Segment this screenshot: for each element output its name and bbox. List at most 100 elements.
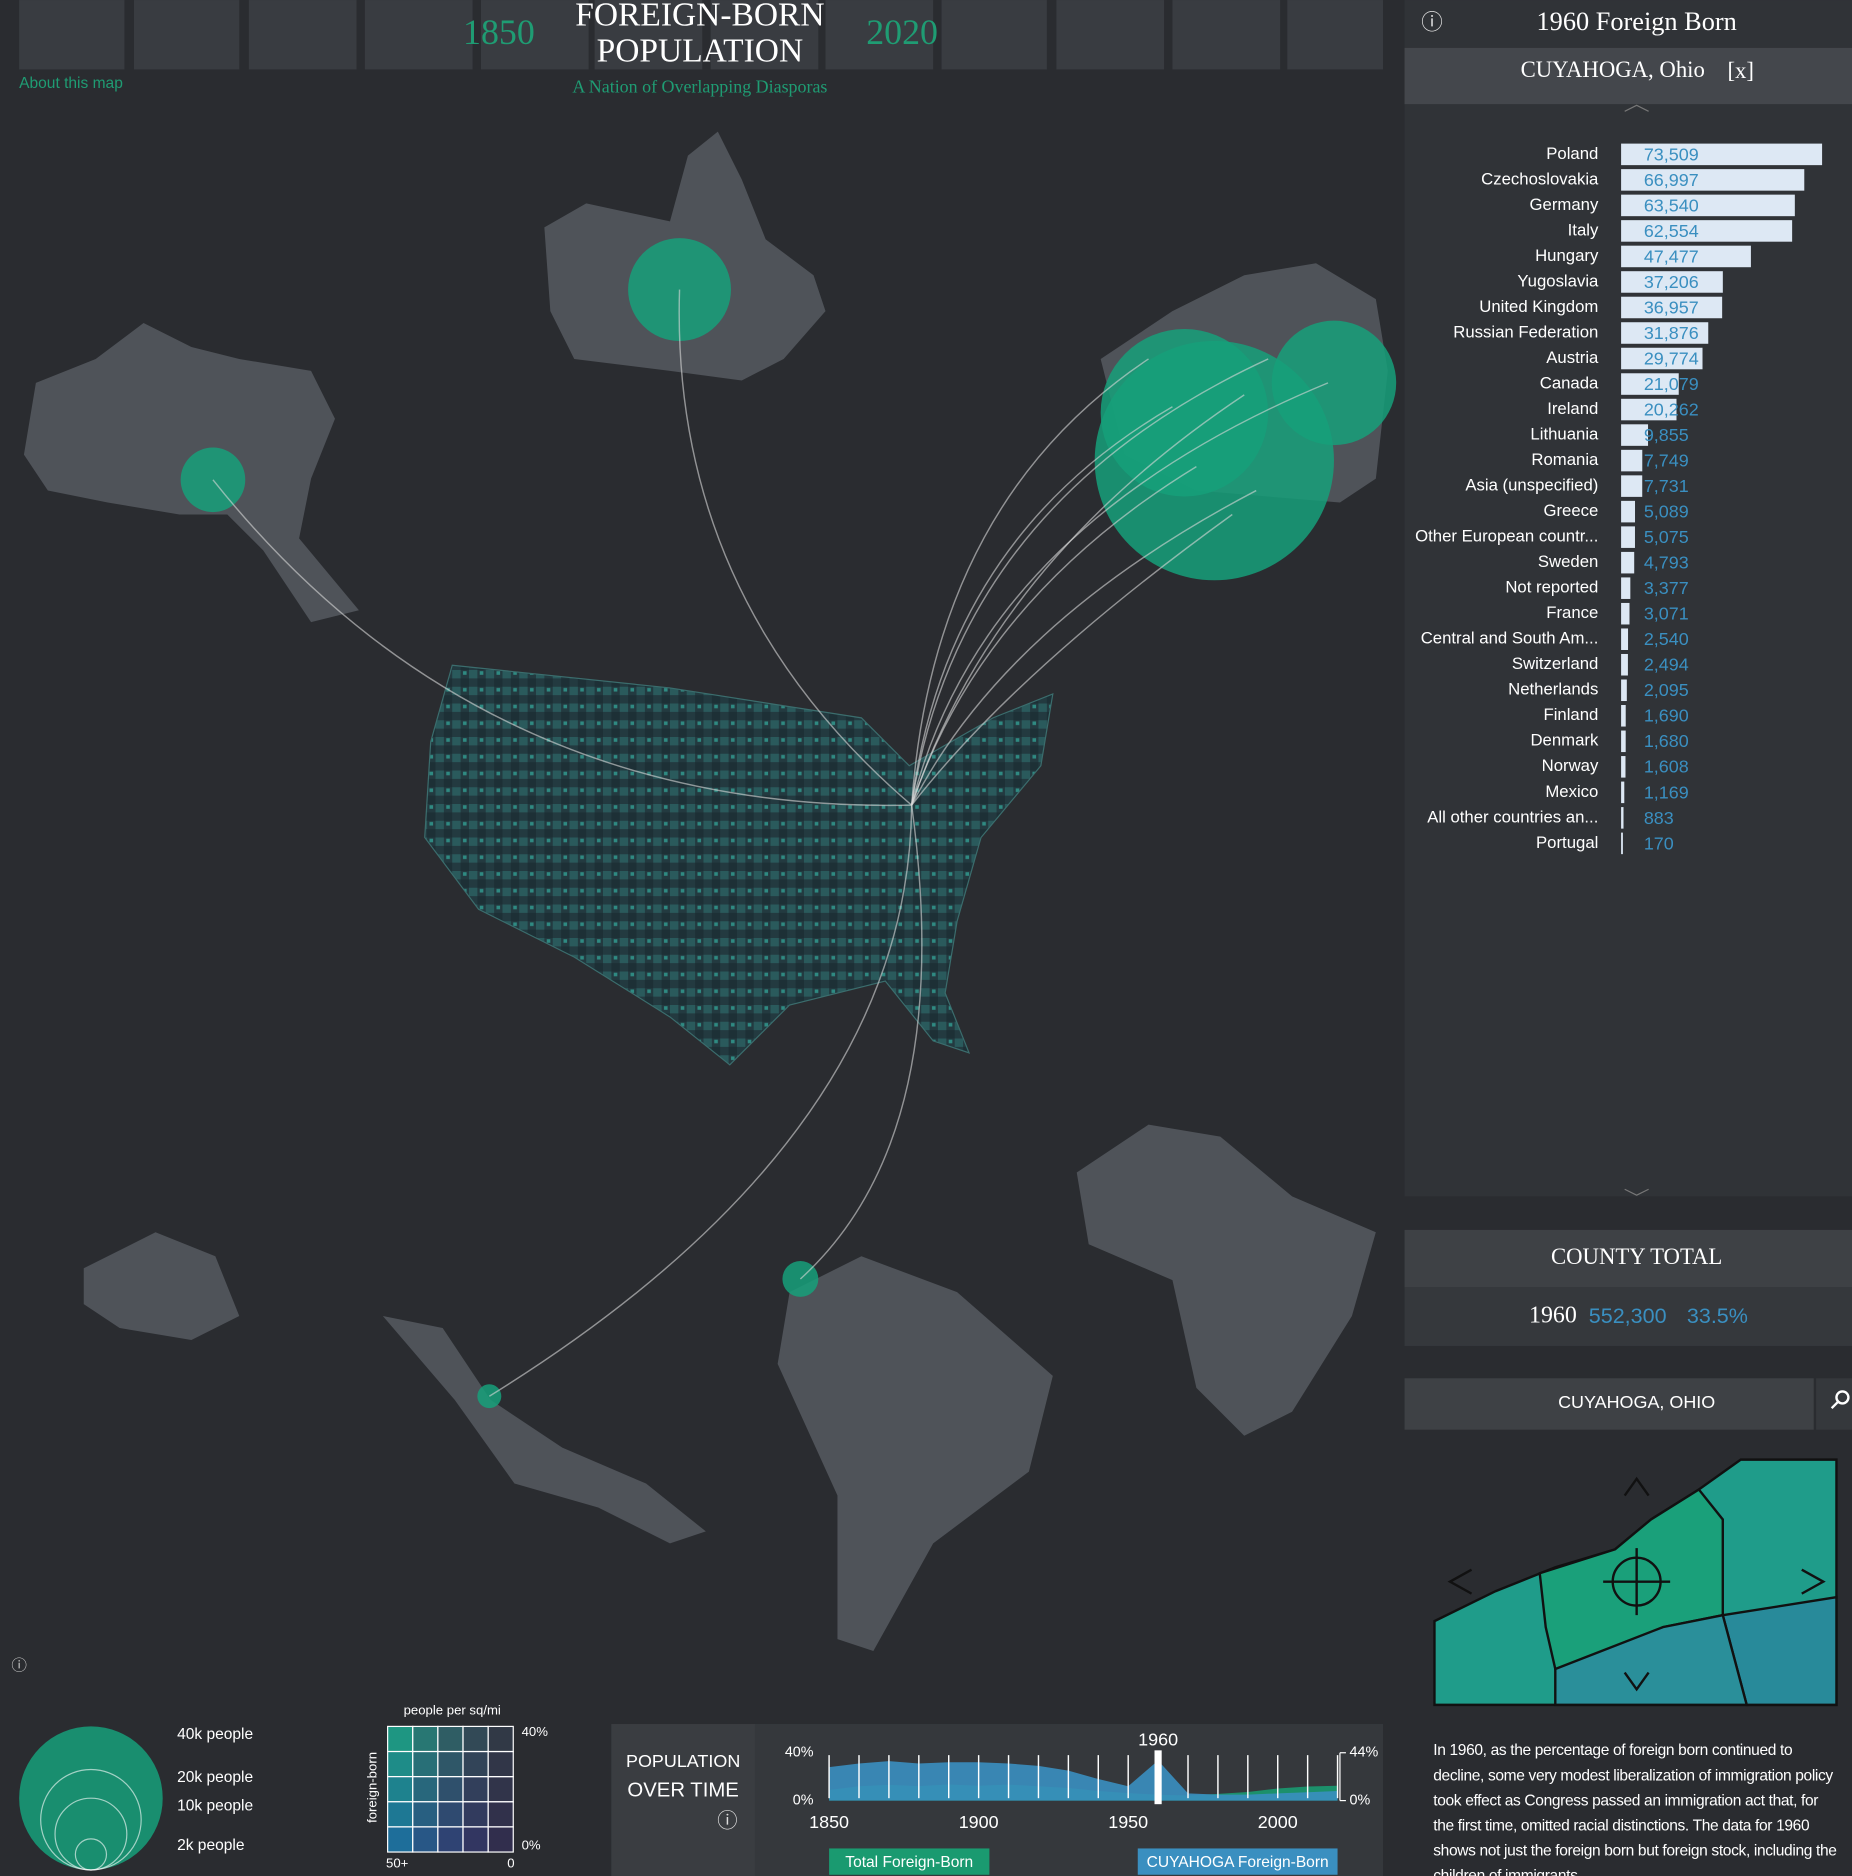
bar — [1621, 245, 1751, 268]
country-label: Norway — [1542, 756, 1599, 775]
country-label: Canada — [1540, 373, 1599, 392]
country-label: Portugal — [1536, 833, 1598, 852]
bar — [1621, 398, 1677, 421]
country-label: Italy — [1568, 220, 1599, 239]
end-year[interactable]: 2020 — [866, 12, 938, 52]
x-tick-label: 2000 — [1258, 1812, 1298, 1832]
bar — [1621, 194, 1795, 217]
close-button[interactable]: [x] — [1727, 58, 1754, 83]
us-counties[interactable] — [424, 664, 1054, 1066]
county-bar — [1404, 47, 1852, 105]
density-cell — [412, 1750, 439, 1778]
about-link[interactable]: About this map — [19, 75, 123, 92]
subtitle: A Nation of Overlapping Diasporas — [572, 77, 827, 97]
country-label: Denmark — [1530, 731, 1599, 750]
info-icon[interactable]: ⓘ — [1421, 11, 1443, 35]
timeline-title: POPULATION — [626, 1751, 740, 1771]
bar — [1621, 449, 1643, 472]
value-label: 29,774 — [1644, 348, 1699, 368]
size-legend — [19, 1726, 163, 1871]
density-cell — [412, 1776, 439, 1803]
timeline-label-panel — [611, 1724, 755, 1876]
size-label: 10k people — [177, 1798, 253, 1815]
bar — [1621, 424, 1649, 446]
description-box: In 1960, as the percentage of foreign bo… — [1433, 1741, 1837, 1876]
density-cell — [412, 1725, 439, 1753]
search-button[interactable] — [1816, 1378, 1852, 1430]
x-tick-label: 1950 — [1108, 1812, 1148, 1832]
density-cell — [487, 1826, 514, 1853]
bar — [1621, 143, 1823, 166]
density-cell — [487, 1776, 514, 1803]
bar — [1621, 807, 1624, 829]
value-label: 5,075 — [1644, 527, 1689, 547]
bar — [1621, 347, 1703, 370]
density-cell — [487, 1750, 514, 1778]
search-icon[interactable] — [1830, 1390, 1850, 1410]
density-label: 0 — [507, 1855, 514, 1870]
density-cell — [387, 1801, 414, 1828]
value-label: 20,262 — [1644, 399, 1699, 419]
country-label: Ireland — [1547, 399, 1598, 418]
scroll-up[interactable] — [1624, 104, 1649, 112]
county-total-title: COUNTY TOTAL — [1551, 1244, 1722, 1269]
value-label: 1,169 — [1644, 782, 1689, 802]
value-label: 73,509 — [1644, 144, 1699, 164]
density-cell — [412, 1826, 439, 1853]
start-year[interactable]: 1850 — [463, 12, 535, 52]
info-icon[interactable]: ⓘ — [717, 1810, 737, 1833]
legend-label: CUYAHOGA Foreign-Born — [1147, 1854, 1329, 1871]
density-cell — [487, 1801, 514, 1828]
size-label: 2k people — [177, 1837, 244, 1854]
county-total-body — [1404, 1287, 1852, 1346]
info-icon[interactable]: ⓘ — [11, 1657, 27, 1675]
country-label: Germany — [1530, 195, 1599, 214]
sidebar-header — [1404, 0, 1852, 48]
county-total-population: 552,300 — [1589, 1304, 1667, 1328]
density-label: 40% — [522, 1724, 549, 1739]
search-text[interactable]: CUYAHOGA, OHIO — [1558, 1392, 1715, 1412]
bar — [1621, 756, 1626, 778]
value-label: 1,690 — [1644, 706, 1689, 726]
bar — [1621, 602, 1630, 625]
country-label: Not reported — [1505, 578, 1598, 597]
density-cell — [387, 1725, 414, 1753]
country-label: Switzerland — [1512, 654, 1599, 673]
country-label: Poland — [1546, 144, 1598, 163]
density-cell — [462, 1776, 489, 1803]
density-cell — [437, 1776, 464, 1803]
value-label: 3,071 — [1644, 604, 1689, 624]
title: POPULATION — [597, 33, 804, 70]
legend-button[interactable] — [1137, 1848, 1338, 1875]
country-label: France — [1546, 603, 1598, 622]
bar — [1621, 373, 1679, 395]
bar — [1621, 705, 1626, 727]
value-label: 5,089 — [1644, 502, 1689, 522]
density-title: people per sq/mi — [404, 1702, 501, 1717]
bar — [1621, 832, 1623, 855]
bar — [1621, 169, 1805, 191]
timeline-chart[interactable]: 1850 1900 1950 2000 0% 40% 0% 44% 1960 Total Fore… — [785, 1730, 1379, 1875]
density-cell — [437, 1826, 464, 1853]
value-label: 883 — [1644, 808, 1674, 828]
bar — [1621, 551, 1635, 574]
x-tick-label: 1850 — [809, 1812, 849, 1832]
search-box[interactable] — [1404, 1378, 1814, 1430]
legend-button[interactable] — [829, 1848, 990, 1875]
country-label: Other European countr... — [1415, 527, 1598, 546]
title: FOREIGN-BORN — [575, 0, 824, 34]
density-cell — [462, 1725, 489, 1753]
scroll-down[interactable] — [1624, 1188, 1649, 1196]
county-total-percent: 33.5% — [1687, 1304, 1748, 1328]
country-label: All other countries an... — [1427, 807, 1598, 826]
density-cell — [462, 1750, 489, 1778]
bar — [1621, 220, 1793, 242]
country-label: Greece — [1543, 501, 1598, 520]
value-label: 2,494 — [1644, 655, 1689, 675]
density-cell — [462, 1801, 489, 1828]
bar — [1621, 653, 1628, 676]
country-label: Yugoslavia — [1517, 271, 1599, 290]
locator-map[interactable] — [1433, 1458, 1838, 1707]
